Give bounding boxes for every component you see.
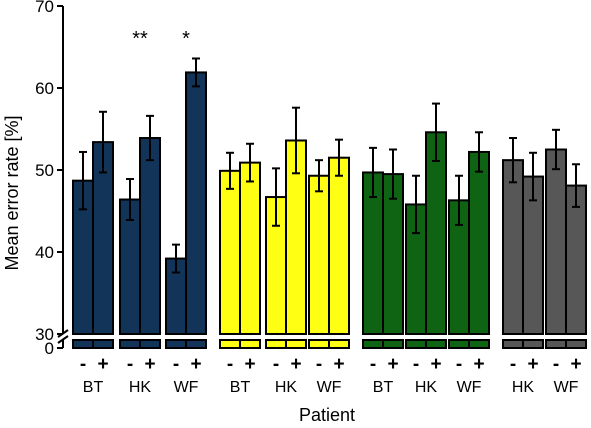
y-axis-title: Mean error rate [%]	[2, 115, 22, 270]
category-label: BT	[230, 379, 251, 396]
bar-base	[219, 339, 241, 349]
bar	[308, 174, 330, 335]
bar	[328, 156, 350, 335]
condition-label: -	[127, 354, 133, 375]
bar	[219, 169, 241, 335]
condition-label: +	[333, 354, 344, 375]
condition-label: +	[290, 354, 301, 375]
condition-label: -	[510, 354, 516, 375]
bar-base	[72, 339, 94, 349]
category-label: WF	[317, 379, 342, 396]
y-tick-label: 30	[35, 325, 54, 344]
bar-base	[362, 339, 384, 349]
condition-label: -	[456, 354, 462, 375]
bar	[502, 159, 524, 335]
condition-label: +	[387, 354, 398, 375]
condition-label: +	[430, 354, 441, 375]
bar-base	[139, 339, 161, 349]
bar	[545, 148, 567, 335]
condition-label: +	[527, 354, 538, 375]
bar-base	[328, 339, 350, 349]
category-label: BT	[373, 379, 394, 396]
condition-label: +	[190, 354, 201, 375]
category-label: HK	[275, 379, 298, 396]
bar-base	[565, 339, 587, 349]
condition-label: -	[316, 354, 322, 375]
bar	[239, 161, 261, 335]
y-tick-label: 40	[35, 243, 54, 262]
bar-base	[382, 339, 404, 349]
condition-label: -	[553, 354, 559, 375]
y-tick-label: 50	[35, 161, 54, 180]
category-label: BT	[83, 379, 104, 396]
y-tick-label: 0	[45, 339, 54, 358]
bar-base	[92, 339, 114, 349]
y-tick-label: 70	[35, 0, 54, 16]
condition-label: -	[370, 354, 376, 375]
y-axis: 70 60 50 40 300	[35, 0, 69, 358]
bar-base	[265, 339, 287, 349]
bar-base	[405, 339, 427, 349]
bar	[468, 150, 490, 335]
bar-base	[119, 339, 141, 349]
condition-label: +	[473, 354, 484, 375]
labels-layer: - +BT- +HK**- +WF*- +BT- +HK- +WF- +BT- +HK- +WF-…	[80, 28, 582, 396]
bar	[425, 131, 447, 335]
bar-base	[425, 339, 447, 349]
bar-base	[522, 339, 544, 349]
bar-base	[239, 339, 261, 349]
condition-label: -	[227, 354, 233, 375]
condition-label: -	[80, 354, 86, 375]
condition-label: -	[413, 354, 419, 375]
condition-label: -	[173, 354, 179, 375]
bar	[185, 71, 207, 335]
condition-label: +	[570, 354, 581, 375]
bar-base	[448, 339, 470, 349]
condition-label: -	[273, 354, 279, 375]
category-label: WF	[174, 379, 199, 396]
bars-layer	[72, 57, 587, 349]
bar-base	[468, 339, 490, 349]
category-label: HK	[129, 379, 152, 396]
y-tick-label: 60	[35, 79, 54, 98]
condition-label: +	[144, 354, 155, 375]
x-axis-title: Patient	[299, 405, 355, 425]
category-label: HK	[415, 379, 438, 396]
category-label: WF	[554, 379, 579, 396]
category-label: HK	[512, 379, 535, 396]
significance-marker: **	[132, 28, 148, 50]
bar	[139, 137, 161, 335]
condition-label: +	[244, 354, 255, 375]
bar-base	[165, 339, 187, 349]
condition-label: +	[97, 354, 108, 375]
category-label: WF	[457, 379, 482, 396]
bar-base	[285, 339, 307, 349]
bar-base	[502, 339, 524, 349]
axis-break-mark	[57, 335, 69, 344]
bar-base	[308, 339, 330, 349]
significance-marker: *	[182, 28, 190, 50]
bar-base	[185, 339, 207, 349]
bar-base	[545, 339, 567, 349]
